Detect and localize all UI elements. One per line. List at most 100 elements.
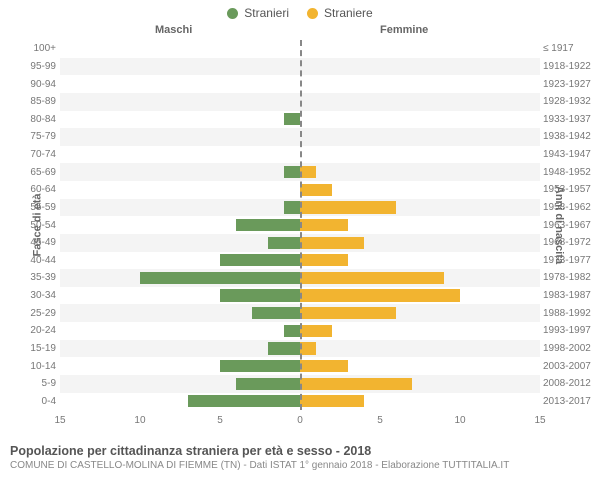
age-row: 20-241993-1997	[60, 322, 540, 340]
age-row: 45-491968-1972	[60, 234, 540, 252]
bar-male	[284, 201, 300, 213]
age-label: 75-79	[22, 131, 56, 142]
bar-male	[268, 342, 300, 354]
chart-subtitle: COMUNE DI CASTELLO-MOLINA DI FIEMME (TN)…	[10, 460, 590, 471]
header-male: Maschi	[155, 24, 192, 36]
bar-female	[300, 272, 444, 284]
age-row: 65-691948-1952	[60, 163, 540, 181]
year-label: 1928-1932	[543, 96, 595, 107]
age-row: 30-341983-1987	[60, 287, 540, 305]
age-row: 55-591958-1962	[60, 199, 540, 217]
year-label: 1948-1952	[543, 167, 595, 178]
age-row: 0-42013-2017	[60, 393, 540, 411]
age-label: 15-19	[22, 343, 56, 354]
year-label: 1963-1967	[543, 220, 595, 231]
x-axis-ticks: 15105051015	[60, 415, 540, 435]
bar-female	[300, 254, 348, 266]
x-tick: 10	[134, 415, 145, 426]
year-label: 1953-1957	[543, 184, 595, 195]
age-label: 80-84	[22, 114, 56, 125]
age-label: 30-34	[22, 290, 56, 301]
year-label: 1943-1947	[543, 149, 595, 160]
bar-female	[300, 325, 332, 337]
age-row: 95-991918-1922	[60, 58, 540, 76]
bar-male	[236, 378, 300, 390]
bar-female	[300, 237, 364, 249]
age-label: 65-69	[22, 167, 56, 178]
age-label: 35-39	[22, 272, 56, 283]
pyramid-chart: Fasce di età Anni di nascita 100+≤ 19179…	[0, 40, 600, 440]
year-label: 1933-1937	[543, 114, 595, 125]
x-tick: 0	[297, 415, 303, 426]
age-label: 90-94	[22, 79, 56, 90]
year-label: 1988-1992	[543, 308, 595, 319]
age-label: 70-74	[22, 149, 56, 160]
age-label: 25-29	[22, 308, 56, 319]
age-label: 100+	[22, 43, 56, 54]
year-label: 1938-1942	[543, 131, 595, 142]
year-label: 1968-1972	[543, 237, 595, 248]
bar-female	[300, 166, 316, 178]
x-tick: 5	[217, 415, 223, 426]
bar-male	[140, 272, 300, 284]
bar-male	[188, 395, 300, 407]
legend: Stranieri Straniere	[0, 0, 600, 24]
legend-item-male: Stranieri	[227, 6, 289, 20]
legend-swatch-male	[227, 8, 238, 19]
x-tick: 15	[534, 415, 545, 426]
year-label: 1958-1962	[543, 202, 595, 213]
age-label: 55-59	[22, 202, 56, 213]
age-row: 60-641953-1957	[60, 181, 540, 199]
bar-female	[300, 201, 396, 213]
age-row: 75-791938-1942	[60, 128, 540, 146]
legend-item-female: Straniere	[307, 6, 373, 20]
age-row: 70-741943-1947	[60, 146, 540, 164]
legend-label-female: Straniere	[324, 6, 373, 20]
x-tick: 10	[454, 415, 465, 426]
bar-male	[268, 237, 300, 249]
bar-male	[220, 289, 300, 301]
x-tick: 5	[377, 415, 383, 426]
year-label: 1918-1922	[543, 61, 595, 72]
bar-male	[220, 360, 300, 372]
bar-female	[300, 360, 348, 372]
bar-male	[220, 254, 300, 266]
bar-female	[300, 219, 348, 231]
age-row: 85-891928-1932	[60, 93, 540, 111]
bar-male	[284, 325, 300, 337]
bar-female	[300, 378, 412, 390]
year-label: 1923-1927	[543, 79, 595, 90]
legend-label-male: Stranieri	[244, 6, 289, 20]
age-label: 85-89	[22, 96, 56, 107]
year-label: 2008-2012	[543, 378, 595, 389]
bar-male	[284, 113, 300, 125]
bar-female	[300, 184, 332, 196]
plot-area: 100+≤ 191795-991918-192290-941923-192785…	[60, 40, 540, 410]
year-label: 1993-1997	[543, 325, 595, 336]
age-row: 90-941923-1927	[60, 75, 540, 93]
x-tick: 15	[54, 415, 65, 426]
age-row: 35-391978-1982	[60, 269, 540, 287]
age-label: 40-44	[22, 255, 56, 266]
header-female: Femmine	[380, 24, 428, 36]
age-row: 80-841933-1937	[60, 111, 540, 129]
bar-female	[300, 307, 396, 319]
age-row: 10-142003-2007	[60, 357, 540, 375]
rows-container: 100+≤ 191795-991918-192290-941923-192785…	[60, 40, 540, 410]
column-headers: Maschi Femmine	[0, 24, 600, 40]
age-row: 15-191998-2002	[60, 340, 540, 358]
bar-male	[236, 219, 300, 231]
age-row: 5-92008-2012	[60, 375, 540, 393]
year-label: 1978-1982	[543, 272, 595, 283]
age-label: 0-4	[22, 396, 56, 407]
age-label: 10-14	[22, 361, 56, 372]
footer: Popolazione per cittadinanza straniera p…	[0, 440, 600, 471]
bar-female	[300, 395, 364, 407]
age-row: 25-291988-1992	[60, 304, 540, 322]
age-label: 50-54	[22, 220, 56, 231]
year-label: 1973-1977	[543, 255, 595, 266]
year-label: 1998-2002	[543, 343, 595, 354]
legend-swatch-female	[307, 8, 318, 19]
year-label: 2003-2007	[543, 361, 595, 372]
age-label: 5-9	[22, 378, 56, 389]
